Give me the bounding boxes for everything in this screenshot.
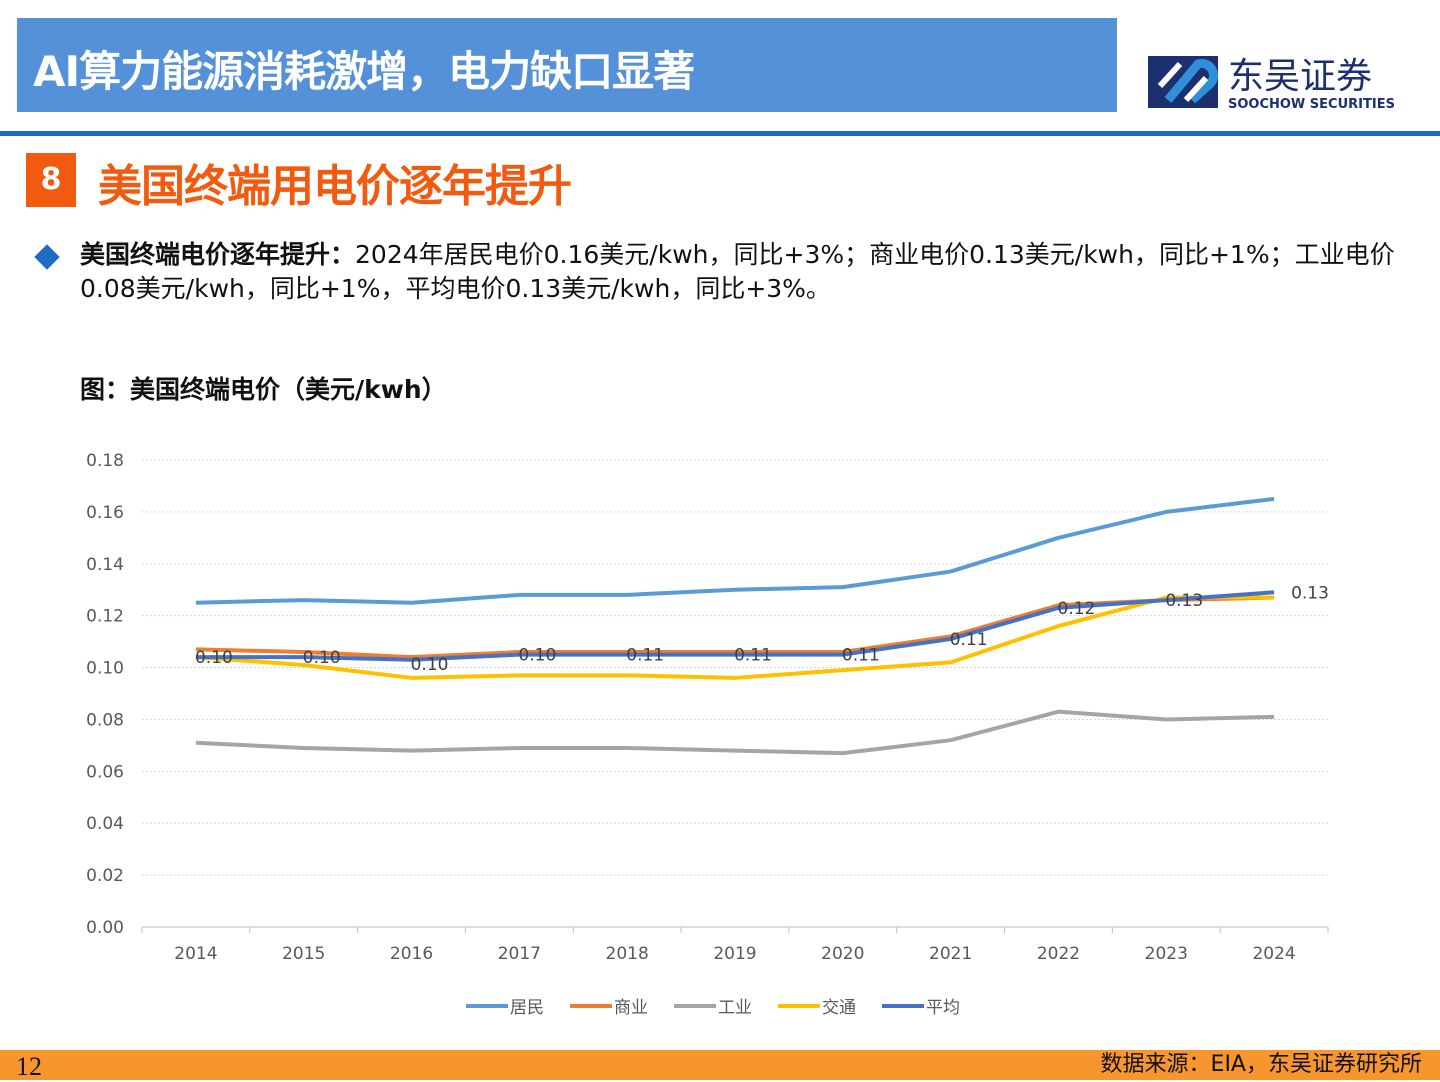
y-tick-label: 0.12	[86, 607, 124, 627]
data-label: 0.13	[1165, 591, 1203, 611]
data-label: 0.11	[842, 646, 880, 666]
y-tick-label: 0.18	[86, 451, 124, 471]
y-tick-label: 0.08	[86, 710, 124, 730]
x-tick-label: 2019	[713, 944, 756, 964]
data-label: 0.11	[626, 646, 664, 666]
x-tick-label: 2022	[1037, 944, 1080, 964]
header-bar: AI算力能源消耗激增，电力缺口显著	[17, 18, 1117, 112]
summary-text: 美国终端电价逐年提升：2024年居民电价0.16美元/kwh，同比+3%；商业电…	[80, 238, 1410, 306]
series-line-工业	[196, 712, 1274, 754]
data-label: 0.10	[518, 646, 556, 666]
data-label: 0.10	[411, 655, 449, 675]
legend-label: 交通	[822, 998, 856, 1018]
x-tick-label: 2014	[174, 944, 217, 964]
data-label: 0.10	[195, 648, 233, 668]
section-title: 美国终端用电价逐年提升	[98, 150, 571, 214]
data-label: 0.13	[1291, 583, 1329, 603]
summary-bold: 美国终端电价逐年提升：	[80, 240, 355, 269]
y-tick-label: 0.00	[86, 918, 124, 938]
x-tick-label: 2021	[929, 944, 972, 964]
legend-label: 工业	[718, 998, 752, 1018]
soochow-logo: 东吴证券 SOOCHOW SECURITIES	[1148, 50, 1408, 114]
y-tick-label: 0.16	[86, 503, 124, 523]
line-chart: 0.00 0.02 0.04 0.06 0.08 0.10 0.12 0.14 0.16 0.18…	[0, 430, 1440, 1040]
y-tick-label: 0.14	[86, 555, 124, 575]
legend-label: 居民	[510, 998, 544, 1018]
source-note: 数据来源：EIA，东吴证券研究所	[1101, 1046, 1422, 1078]
chart-title: 图：美国终端电价（美元/kwh）	[80, 370, 447, 406]
logo-en: SOOCHOW SECURITIES	[1228, 97, 1395, 112]
data-label: 0.11	[950, 630, 988, 650]
x-tick-label: 2024	[1252, 944, 1295, 964]
section-number: 8	[26, 153, 76, 207]
x-tick-label: 2023	[1145, 944, 1188, 964]
page-number: 12	[16, 1052, 42, 1082]
x-tick-label: 2016	[390, 944, 433, 964]
legend-label: 商业	[614, 998, 648, 1018]
data-label: 0.12	[1058, 599, 1096, 619]
data-label: 0.11	[734, 646, 772, 666]
series-line-交通	[196, 598, 1274, 678]
diamond-bullet-icon	[34, 244, 59, 269]
x-tick-label: 2020	[821, 944, 864, 964]
data-label: 0.10	[303, 648, 341, 668]
x-tick-label: 2018	[606, 944, 649, 964]
legend-label: 平均	[926, 998, 960, 1018]
x-tick-label: 2015	[282, 944, 325, 964]
y-tick-label: 0.06	[86, 762, 124, 782]
header-title: AI算力能源消耗激增，电力缺口显著	[33, 38, 694, 99]
x-tick-label: 2017	[498, 944, 541, 964]
y-tick-label: 0.04	[86, 814, 124, 834]
y-tick-label: 0.02	[86, 866, 124, 886]
divider	[0, 131, 1440, 136]
logo-cn: 东吴证券	[1228, 56, 1372, 97]
y-tick-label: 0.10	[86, 659, 124, 679]
series-line-居民	[196, 499, 1274, 603]
